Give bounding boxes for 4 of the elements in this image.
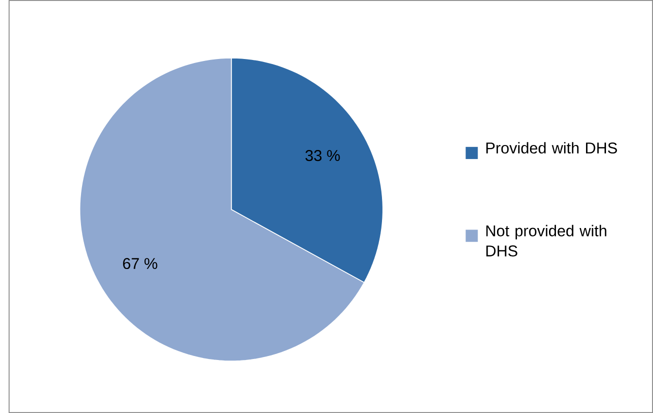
- legend-label: Provided with DHS: [486, 142, 617, 154]
- legend-label: Not provided with DHS: [486, 224, 606, 256]
- data-label: 33 %: [305, 150, 340, 162]
- data-label: 67 %: [123, 258, 158, 270]
